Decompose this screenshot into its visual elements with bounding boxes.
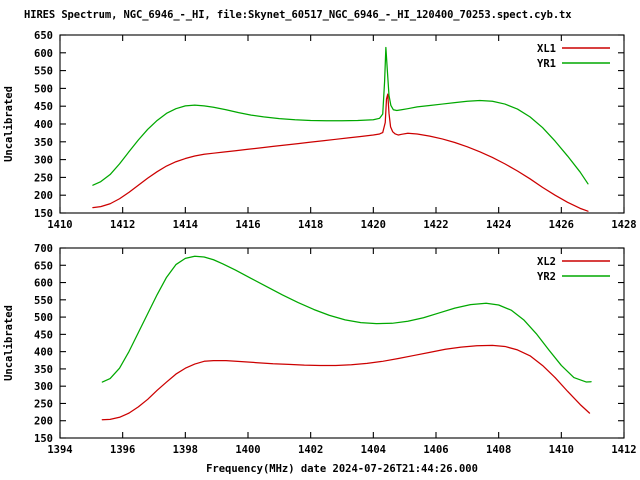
x-tick-label: 1398 [173,444,198,456]
y-tick-label: 150 [34,433,53,445]
y-tick-label: 450 [34,101,53,113]
x-tick-label: 1424 [486,219,511,231]
y-tick-label: 200 [34,190,53,202]
y-tick-label: 550 [34,66,53,78]
page-title: HIRES Spectrum, NGC_6946_-_HI, file:Skyn… [24,9,572,21]
y-tick-label: 650 [34,30,53,42]
y-tick-label: 700 [34,243,53,255]
x-tick-label: 1414 [173,219,198,231]
y-tick-label: 600 [34,48,53,60]
x-tick-label: 1418 [298,219,323,231]
y-tick-label: 400 [34,119,53,131]
x-tick-label: 1400 [235,444,260,456]
x-tick-label: 1410 [549,444,574,456]
y-axis-label: Uncalibrated [3,305,15,381]
x-tick-label: 1402 [298,444,323,456]
y-tick-label: 300 [34,155,53,167]
x-tick-label: 1412 [611,444,636,456]
x-axis-label: Frequency(MHz) date 2024-07-26T21:44:26.… [206,463,478,475]
legend-label-xl1: XL1 [537,43,556,55]
y-tick-label: 200 [34,416,53,428]
x-tick-label: 1410 [47,219,72,231]
data-curve-xl2 [101,344,591,421]
y-tick-label: 550 [34,295,53,307]
y-axis-label: Uncalibrated [3,86,15,162]
y-tick-label: 450 [34,329,53,341]
x-tick-label: 1404 [361,444,386,456]
x-tick-label: 1420 [361,219,386,231]
legend-label-xl2: XL2 [537,256,556,268]
plot-frame [59,247,625,439]
y-tick-label: 350 [34,137,53,149]
data-curve-yr2 [101,255,592,383]
legend-label-yr1: YR1 [537,58,556,70]
plot-panel-1: 150 200 250 300 350 400 450 500 550 600 650 1410 141… [3,30,637,231]
y-tick-label: 500 [34,312,53,324]
y-tick-label: 500 [34,83,53,95]
data-curve-xl1 [92,93,589,212]
x-tick-label: 1422 [423,219,448,231]
data-curve-yr1 [92,46,589,186]
x-tick-label: 1428 [611,219,636,231]
x-tick-label: 1426 [549,219,574,231]
x-tick-label: 1412 [110,219,135,231]
y-tick-label: 250 [34,398,53,410]
legend-label-yr2: YR2 [537,271,556,283]
x-tick-label: 1408 [486,444,511,456]
y-tick-label: 400 [34,347,53,359]
x-tick-label: 1416 [235,219,260,231]
y-tick-label: 250 [34,172,53,184]
y-tick-label: 150 [34,208,53,220]
x-tick-label: 1406 [423,444,448,456]
y-tick-label: 300 [34,381,53,393]
x-tick-label: 1396 [110,444,135,456]
plot-panel-2: 150 200 250 300 350 400 450 500 550 600 650 700 1394… [3,243,637,475]
y-tick-label: 350 [34,364,53,376]
y-tick-label: 600 [34,278,53,290]
x-tick-label: 1394 [47,444,72,456]
y-tick-label: 650 [34,260,53,272]
